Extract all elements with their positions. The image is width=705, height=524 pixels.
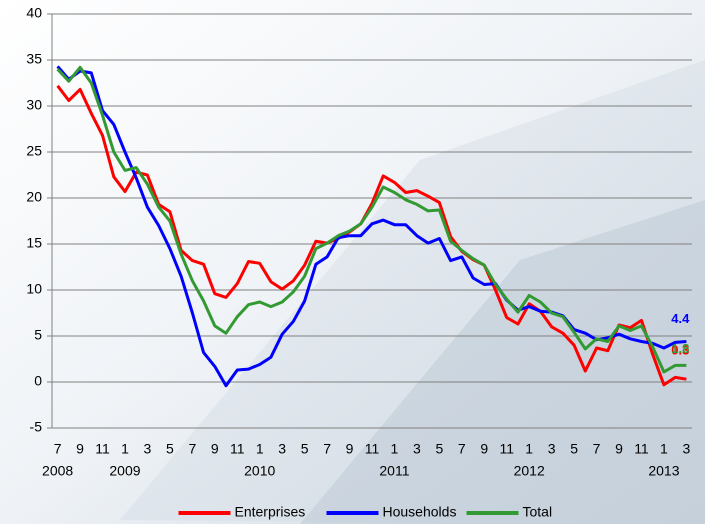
x-tick-label: 11 xyxy=(230,441,245,457)
y-tick-label: 20 xyxy=(26,189,42,205)
series-line xyxy=(56,84,687,387)
x-tick-label: 11 xyxy=(634,441,649,457)
x-tick-label: 3 xyxy=(144,441,152,457)
x-tick-label: 1 xyxy=(525,441,533,457)
x-tick-label: 3 xyxy=(278,441,286,457)
y-tick-label: 0 xyxy=(34,373,42,389)
x-tick-label: 9 xyxy=(615,441,623,457)
x-tick-label: 7 xyxy=(593,441,601,457)
end-value-label: 0.3 xyxy=(671,343,689,358)
x-tick-label: 3 xyxy=(413,441,421,457)
x-tick-label: 11 xyxy=(365,441,380,457)
x-year-label: 2012 xyxy=(514,463,545,479)
x-year-label: 2011 xyxy=(379,463,409,479)
x-tick-label: 7 xyxy=(323,441,331,457)
x-tick-label: 5 xyxy=(301,441,309,457)
end-value-label: 4.4 xyxy=(671,311,690,326)
x-year-label: 2013 xyxy=(648,463,679,479)
y-tick-label: 5 xyxy=(34,327,42,343)
x-year-label: 2009 xyxy=(109,463,140,479)
y-tick-label: 15 xyxy=(26,235,42,251)
x-tick-label: 1 xyxy=(121,441,129,457)
x-tick-label: 5 xyxy=(570,441,578,457)
y-tick-label: 25 xyxy=(26,143,42,159)
x-tick-label: 1 xyxy=(391,441,399,457)
x-tick-label: 11 xyxy=(95,441,110,457)
x-tick-label: 7 xyxy=(54,441,62,457)
series-line xyxy=(56,65,687,388)
y-tick-label: -5 xyxy=(30,419,43,435)
x-tick-label: 1 xyxy=(660,441,668,457)
legend-label: Total xyxy=(523,504,553,520)
legend-label: Households xyxy=(383,504,457,520)
x-tick-label: 7 xyxy=(458,441,466,457)
legend-label: Enterprises xyxy=(235,504,306,520)
x-tick-label: 3 xyxy=(548,441,556,457)
x-tick-label: 5 xyxy=(435,441,443,457)
x-tick-label: 9 xyxy=(211,441,219,457)
x-tick-label: 9 xyxy=(480,441,488,457)
background-building xyxy=(300,200,705,524)
y-tick-label: 40 xyxy=(26,5,42,21)
series-line xyxy=(56,65,687,374)
x-tick-label: 1 xyxy=(256,441,264,457)
x-tick-label: 11 xyxy=(499,441,514,457)
y-tick-label: 35 xyxy=(26,51,42,67)
x-year-label: 2010 xyxy=(244,463,275,479)
y-tick-label: 30 xyxy=(26,97,42,113)
x-tick-label: 3 xyxy=(682,441,690,457)
x-tick-label: 5 xyxy=(166,441,174,457)
y-tick-label: 10 xyxy=(26,281,42,297)
x-tick-label: 7 xyxy=(188,441,196,457)
end-value-label: 1.8 xyxy=(671,341,689,356)
x-year-label: 2008 xyxy=(42,463,73,479)
background-building xyxy=(120,60,705,524)
x-tick-label: 9 xyxy=(76,441,84,457)
x-tick-label: 9 xyxy=(346,441,354,457)
